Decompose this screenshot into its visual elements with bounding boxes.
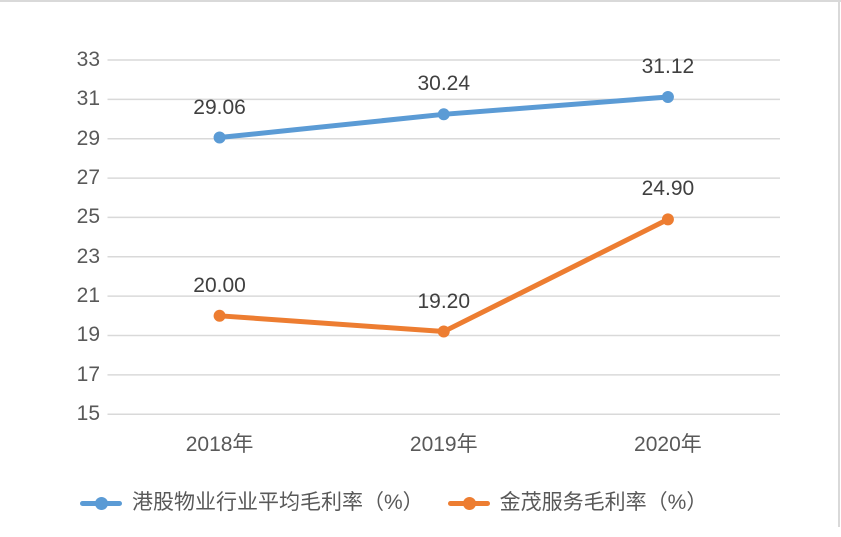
legend: 港股物业行业平均毛利率（%） 金茂服务毛利率（%） <box>80 490 707 516</box>
data-point-label: 30.24 <box>417 72 471 96</box>
y-tick-label: 15 <box>76 402 100 426</box>
data-point[interactable] <box>661 90 674 103</box>
data-point-label: 19.20 <box>417 289 471 313</box>
data-point-label: 31.12 <box>641 54 695 78</box>
y-tick-label: 21 <box>76 284 100 308</box>
legend-label: 港股物业行业平均毛利率（%） <box>132 491 424 514</box>
y-tick-label: 33 <box>76 48 100 71</box>
y-tick-label: 19 <box>76 323 100 347</box>
y-tick-label: 31 <box>76 87 100 111</box>
y-tick-label: 27 <box>76 166 100 190</box>
data-point-label: 29.06 <box>193 95 246 119</box>
chart-border-top <box>0 0 841 2</box>
data-point[interactable] <box>437 108 450 121</box>
data-point-label: 20.00 <box>193 273 246 297</box>
chart-border-right <box>838 0 840 527</box>
y-tick-label: 17 <box>76 362 100 386</box>
series-line-1 <box>217 216 671 335</box>
data-point[interactable] <box>437 325 450 338</box>
y-tick-label: 25 <box>76 205 100 229</box>
x-tick-label: 2020年 <box>634 433 702 456</box>
legend-line-marker-orange-icon <box>447 496 490 510</box>
data-point[interactable] <box>661 213 674 226</box>
legend-line-marker-blue-icon <box>80 496 122 510</box>
legend-item-industry-average[interactable]: 港股物业行业平均毛利率（%） <box>80 490 424 516</box>
data-point[interactable] <box>213 309 226 322</box>
legend-label: 金茂服务毛利率（%） <box>499 491 708 514</box>
data-point[interactable] <box>213 131 226 144</box>
y-tick-label: 23 <box>76 244 100 268</box>
data-point-label: 24.90 <box>641 177 695 201</box>
legend-item-jinmao-service[interactable]: 金茂服务毛利率（%） <box>447 490 708 516</box>
x-tick-label: 2018年 <box>185 433 254 456</box>
x-tick-label: 2019年 <box>409 433 478 456</box>
y-tick-label: 29 <box>76 126 100 150</box>
